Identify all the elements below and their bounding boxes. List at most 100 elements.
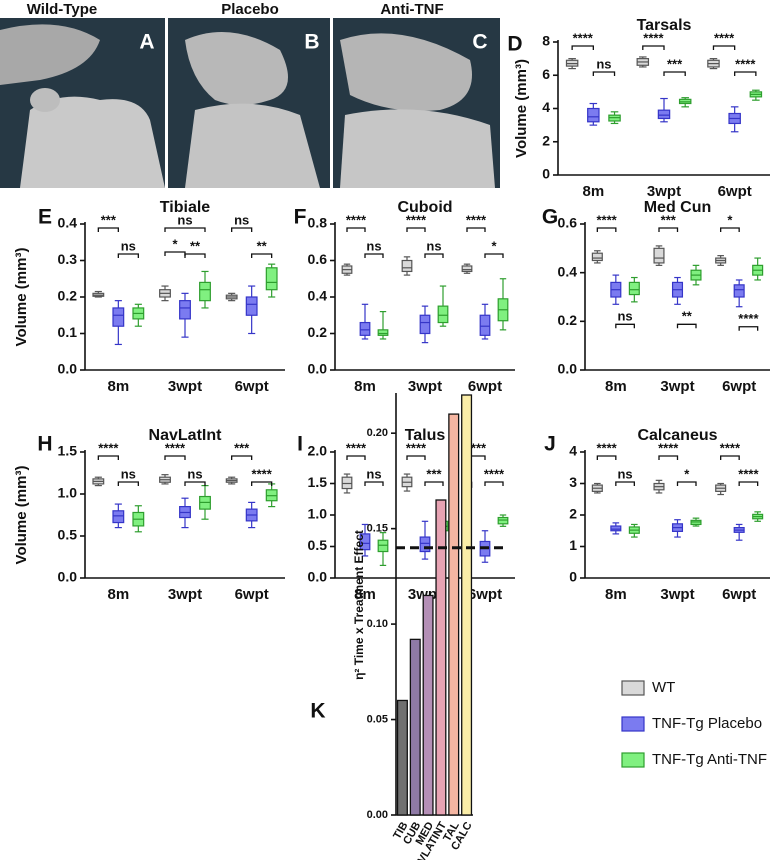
sig-label: ns	[426, 238, 441, 253]
x-tick-label: 3wpt	[408, 378, 442, 395]
x-tick-label: 6wpt	[722, 378, 756, 395]
box	[733, 284, 745, 298]
box	[653, 247, 665, 264]
sig-bracket	[466, 227, 486, 232]
box	[479, 314, 491, 336]
box	[179, 300, 191, 320]
box	[359, 321, 371, 336]
sig-label: ****	[466, 212, 487, 227]
y-tick-label: 0.0	[58, 569, 78, 585]
box	[245, 296, 258, 316]
box	[359, 533, 371, 551]
sig-label: ***	[101, 212, 117, 227]
sig-bracket	[184, 253, 206, 258]
box	[657, 109, 671, 120]
y-tick-label: 0.6	[308, 251, 328, 267]
y-tick-label: 0.00	[367, 809, 388, 821]
sig-bracket	[184, 481, 206, 486]
sig-label: ns	[187, 466, 202, 481]
y-tick-label: 3	[569, 474, 577, 490]
panel-letter: C	[472, 31, 487, 54]
box	[265, 267, 278, 291]
sig-label: *	[172, 236, 178, 251]
sig-label: ****	[738, 311, 759, 326]
sig-bracket	[596, 227, 617, 232]
y-tick-label: 4	[569, 443, 577, 459]
sig-label: ****	[98, 440, 119, 455]
sig-label: ***	[661, 212, 677, 227]
sig-label: ****	[720, 440, 741, 455]
panel-letter: J	[544, 433, 556, 456]
x-tick-label: 3wpt	[660, 586, 694, 603]
sig-bracket	[658, 455, 679, 460]
y-axis-label: Volume (mm³)	[513, 59, 530, 158]
sig-bracket	[676, 323, 697, 329]
legend-label: TNF-Tg Anti-TNF	[652, 751, 767, 768]
bar	[422, 594, 434, 816]
y-tick-label: 0.5	[58, 527, 78, 543]
sig-bracket	[346, 227, 366, 232]
sig-bracket	[720, 227, 740, 232]
sig-bracket	[364, 253, 384, 258]
sig-bracket	[615, 323, 635, 329]
box	[199, 281, 211, 302]
sig-label: *	[491, 238, 497, 253]
y-axis-label: η² Time x Treatment Effect	[352, 530, 366, 680]
panel-letter: G	[542, 206, 558, 229]
x-tick-label: 8m	[605, 378, 627, 395]
sig-bracket	[596, 455, 617, 460]
panel-letter: E	[38, 206, 52, 229]
image-title: Placebo	[221, 1, 279, 18]
sig-bracket	[251, 253, 273, 258]
bar	[435, 499, 447, 816]
sig-bracket	[571, 45, 594, 50]
sig-bracket	[424, 481, 444, 486]
box	[377, 329, 389, 336]
sig-label: ns	[617, 309, 632, 324]
sig-bracket	[676, 481, 697, 486]
y-tick-label: 6	[542, 66, 550, 82]
chart-title: Med Cun	[644, 199, 712, 216]
legend-label: TNF-Tg Placebo	[652, 715, 762, 732]
sig-label: ****	[484, 466, 505, 481]
y-tick-label: 0.6	[558, 215, 578, 231]
y-tick-label: 0.2	[308, 324, 328, 340]
y-tick-label: 1.0	[308, 506, 328, 522]
panel-letter: D	[507, 33, 522, 56]
box	[419, 314, 431, 335]
chart-title: Cuboid	[397, 199, 452, 216]
sig-label: ***	[234, 440, 250, 455]
sig-label: ****	[643, 30, 664, 45]
y-tick-label: 0.10	[367, 618, 388, 630]
image-title: Wild-Type	[27, 1, 97, 18]
sig-label: ****	[714, 30, 735, 45]
y-tick-label: 0	[542, 166, 550, 182]
x-tick-label: 8m	[107, 378, 129, 395]
panel-letter: A	[139, 31, 154, 54]
sig-label: **	[682, 309, 693, 324]
sig-label: ***	[426, 466, 442, 481]
sig-bracket	[97, 455, 119, 460]
y-tick-label: 0.15	[367, 523, 388, 535]
y-tick-label: 0.4	[58, 215, 78, 231]
y-tick-label: 0.5	[308, 537, 328, 553]
y-tick-label: 2	[542, 132, 550, 148]
sig-label: **	[190, 238, 201, 253]
sig-bracket	[484, 253, 504, 258]
sig-bracket	[720, 455, 740, 460]
bar	[409, 638, 421, 816]
sig-bracket	[592, 71, 616, 76]
box	[419, 536, 431, 553]
x-tick-label: 6wpt	[722, 586, 756, 603]
x-tick-label: 6wpt	[235, 586, 269, 603]
sig-bracket	[346, 455, 366, 460]
sig-label: ****	[252, 466, 273, 481]
y-tick-label: 1.0	[58, 485, 78, 501]
y-tick-label: 0.05	[367, 713, 388, 725]
sig-bracket	[164, 455, 186, 460]
x-tick-label: 8m	[107, 586, 129, 603]
box	[341, 476, 353, 490]
sig-label: ****	[406, 212, 427, 227]
sig-bracket	[734, 71, 757, 76]
